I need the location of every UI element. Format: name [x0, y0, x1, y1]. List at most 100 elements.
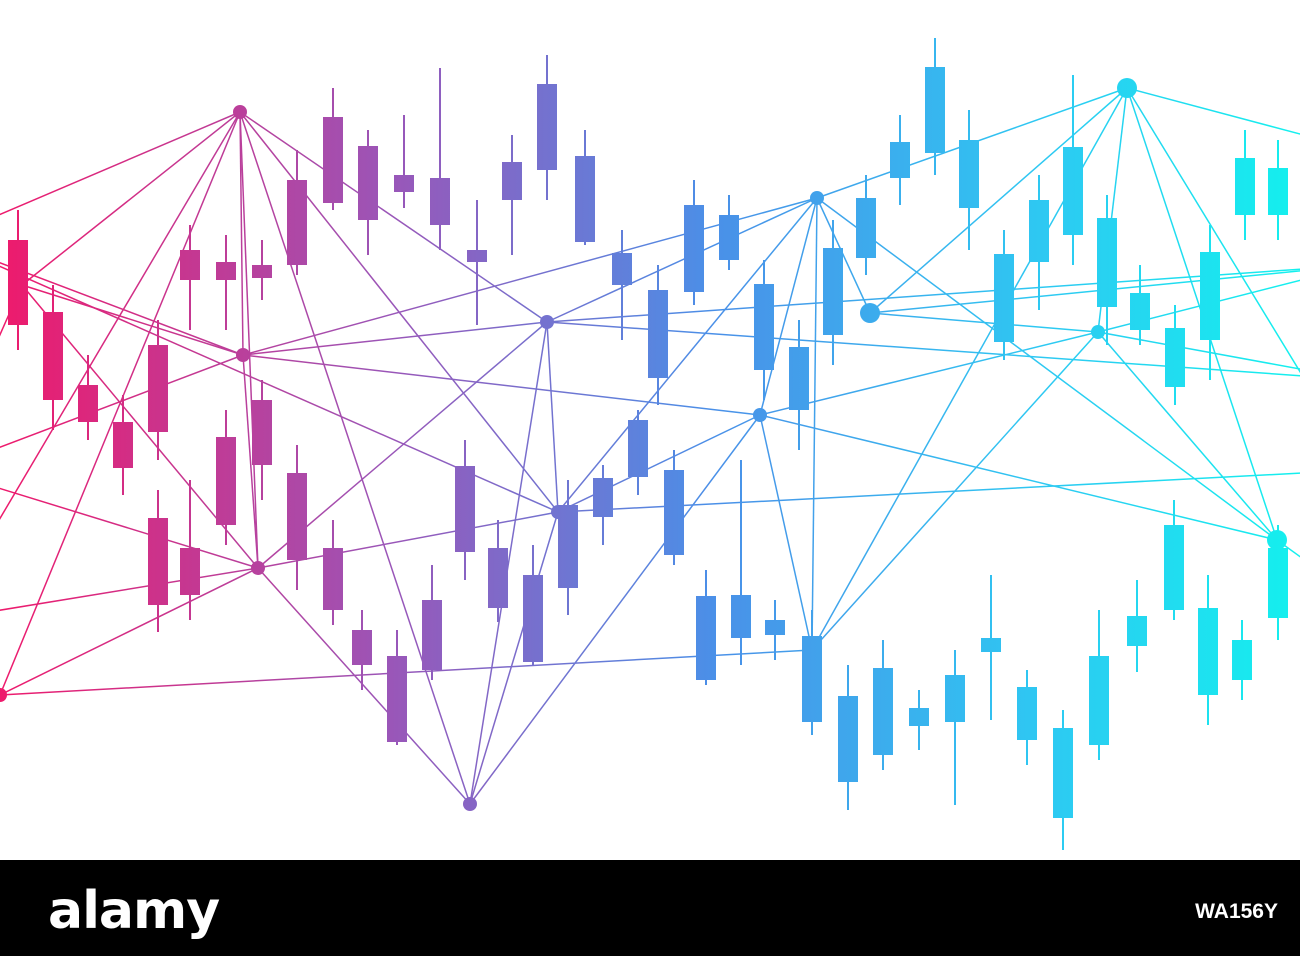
network-line	[242, 354, 761, 416]
candle-body	[1164, 525, 1184, 610]
candle-body	[558, 505, 578, 588]
candle-body	[873, 668, 893, 755]
network-line	[1126, 87, 1300, 374]
network-line	[0, 261, 244, 356]
candle-body	[628, 420, 648, 477]
network-line	[546, 321, 559, 513]
candle-body	[1089, 656, 1109, 745]
candle-body	[216, 437, 236, 525]
candle-body	[890, 142, 910, 178]
candle-body	[664, 470, 684, 555]
network-line	[759, 197, 818, 416]
network-line	[21, 284, 244, 356]
candle-body	[994, 254, 1014, 342]
candle-body	[8, 240, 28, 325]
candle-body	[537, 84, 557, 170]
candle-body	[43, 312, 63, 400]
candle-body	[1268, 168, 1288, 215]
network-line	[811, 197, 818, 651]
image-id: WA156Y	[1195, 900, 1278, 923]
candle-wick	[439, 68, 441, 250]
candle-body	[1232, 640, 1252, 680]
candle-body	[856, 198, 876, 258]
network-line	[239, 111, 471, 805]
candle-body	[1165, 328, 1185, 387]
candle-body	[394, 175, 414, 192]
network-line	[557, 197, 818, 513]
candle-body	[1063, 147, 1083, 235]
candle-body	[323, 117, 343, 203]
network-node	[540, 315, 554, 329]
candlesticks	[8, 38, 1288, 850]
candle-body	[1053, 728, 1073, 818]
network-line	[469, 321, 548, 805]
network-line	[239, 111, 548, 323]
candle-wick	[403, 115, 405, 208]
network-line	[469, 414, 761, 805]
candle-body	[802, 636, 822, 722]
candle-body	[719, 215, 739, 260]
candle-body	[287, 180, 307, 265]
candle-body	[1198, 608, 1218, 695]
network-line	[21, 111, 241, 286]
candle-body	[148, 345, 168, 432]
network-line	[0, 567, 259, 611]
network-node	[463, 797, 477, 811]
network-line	[0, 111, 241, 216]
network-line	[242, 354, 259, 569]
candle-body	[575, 156, 595, 242]
candle-body	[78, 385, 98, 422]
network-node	[860, 303, 880, 323]
network-node	[251, 561, 265, 575]
candle-body	[1130, 293, 1150, 330]
candle-body	[488, 548, 508, 608]
network-line	[257, 511, 559, 569]
background	[0, 0, 1300, 860]
network-node	[810, 191, 824, 205]
candle-wick	[476, 200, 478, 325]
candle-wick	[954, 650, 956, 805]
network-line	[759, 414, 813, 651]
network-lines	[0, 87, 1300, 805]
candle-body	[323, 548, 343, 610]
candle-body	[648, 290, 668, 378]
candle-body	[838, 696, 858, 782]
candle-body	[925, 67, 945, 153]
candle-body	[422, 600, 442, 670]
network-line	[557, 414, 761, 513]
network-line	[759, 414, 1278, 541]
candle-body	[287, 473, 307, 560]
network-node	[753, 408, 767, 422]
network-line	[239, 111, 259, 569]
candle-body	[731, 595, 751, 638]
network-nodes	[0, 78, 1287, 811]
footer-bar	[0, 860, 1300, 956]
network-node	[1091, 325, 1105, 339]
candle-body	[1127, 616, 1147, 646]
network-line	[1126, 87, 1300, 135]
candle-body	[981, 638, 1001, 652]
candle-body	[467, 250, 487, 262]
candle-body	[765, 620, 785, 635]
candle-body	[113, 422, 133, 468]
network-line	[239, 111, 244, 356]
candle-body	[455, 466, 475, 552]
candle-body	[684, 205, 704, 292]
candle-body	[252, 265, 272, 278]
network-line	[557, 472, 1300, 513]
candle-body	[612, 253, 632, 285]
candle-body	[1017, 687, 1037, 740]
network-node	[1267, 530, 1287, 550]
candle-body	[358, 146, 378, 220]
network-line	[1097, 331, 1300, 370]
network-node	[233, 105, 247, 119]
network-line	[257, 567, 471, 805]
candle-body	[180, 250, 200, 280]
candle-body	[216, 262, 236, 280]
candle-body	[387, 656, 407, 742]
candle-body	[823, 248, 843, 335]
network-node	[551, 505, 565, 519]
network-node	[1117, 78, 1137, 98]
